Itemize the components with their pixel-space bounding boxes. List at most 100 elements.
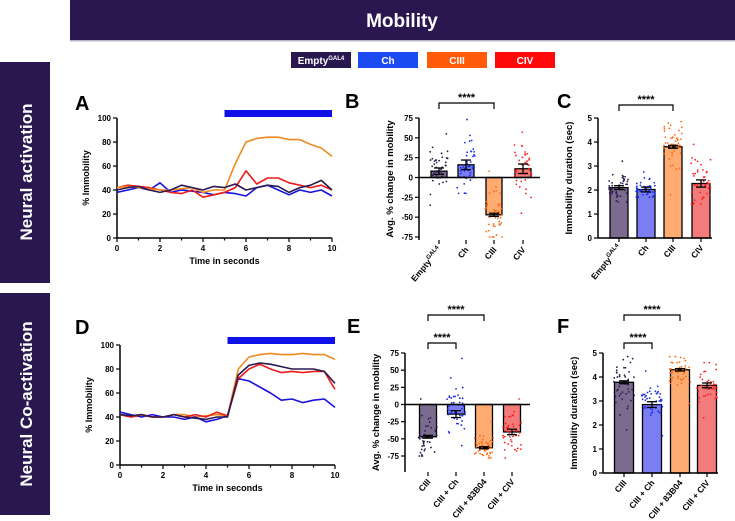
data-point xyxy=(487,223,490,226)
data-point xyxy=(500,214,503,217)
data-point xyxy=(419,451,422,454)
data-point xyxy=(698,396,701,399)
data-point xyxy=(497,210,500,213)
data-point xyxy=(515,450,518,452)
data-point xyxy=(495,186,497,188)
data-point xyxy=(473,441,476,444)
data-point xyxy=(715,396,718,398)
data-point xyxy=(617,201,620,203)
data-point xyxy=(623,366,625,369)
data-point xyxy=(446,150,449,153)
data-point xyxy=(485,200,488,203)
data-point xyxy=(668,355,671,358)
data-point xyxy=(715,368,718,371)
data-point xyxy=(430,426,433,429)
data-point xyxy=(512,435,514,438)
data-point xyxy=(521,145,524,147)
data-point xyxy=(682,372,685,375)
panel-label: D xyxy=(75,317,89,339)
data-point xyxy=(659,392,662,395)
data-point xyxy=(458,401,461,404)
data-point xyxy=(648,390,651,393)
data-point xyxy=(609,195,612,198)
data-point xyxy=(487,229,490,232)
data-point xyxy=(677,375,679,378)
data-point xyxy=(611,192,613,195)
data-point xyxy=(708,182,711,185)
data-point xyxy=(461,386,464,389)
x-tick-label: 10 xyxy=(328,244,337,253)
data-point xyxy=(490,420,493,423)
data-point xyxy=(677,371,680,374)
data-point xyxy=(674,140,677,143)
panel-label: C xyxy=(557,91,571,113)
x-tick-label: 4 xyxy=(204,471,209,480)
y-tick-label: 100 xyxy=(101,341,115,350)
data-point xyxy=(478,442,481,445)
data-point xyxy=(469,171,472,174)
data-point xyxy=(480,440,483,443)
data-point xyxy=(487,457,490,459)
data-point xyxy=(421,445,424,448)
data-point xyxy=(676,138,679,141)
data-point xyxy=(516,168,518,171)
data-point xyxy=(512,425,515,428)
data-point xyxy=(659,403,662,406)
x-tick-label: CIII xyxy=(661,243,677,260)
banner-title: Mobility xyxy=(366,11,438,32)
data-point xyxy=(674,355,677,358)
data-point xyxy=(431,146,434,149)
data-point xyxy=(524,154,527,156)
data-point xyxy=(636,189,639,191)
data-point xyxy=(450,397,453,399)
data-point xyxy=(419,435,422,438)
panel-a: A 0 20 40 60 80 100 0 2 4 6 8 10 Time in seconds % Imm… xyxy=(75,93,337,266)
data-point xyxy=(668,380,671,383)
data-point xyxy=(624,375,627,378)
data-point xyxy=(500,208,503,210)
data-point xyxy=(645,193,648,196)
data-point xyxy=(515,183,518,186)
data-point xyxy=(464,411,466,414)
data-point xyxy=(448,405,450,408)
data-point xyxy=(429,416,432,419)
data-point xyxy=(517,434,520,437)
y-tick-label: 3 xyxy=(593,397,598,406)
data-point xyxy=(663,147,665,150)
data-point xyxy=(615,371,618,374)
data-point xyxy=(619,392,622,395)
significance-bracket xyxy=(623,314,681,321)
data-point xyxy=(670,378,673,381)
data-point xyxy=(660,399,663,401)
x-tick-label: CIV xyxy=(689,243,706,261)
x-tick-label: 2 xyxy=(158,244,163,253)
data-point xyxy=(643,393,646,396)
data-point xyxy=(477,449,480,452)
data-point xyxy=(651,408,654,411)
data-point xyxy=(473,153,475,156)
data-point xyxy=(499,192,502,195)
significance-label: **** xyxy=(643,304,661,316)
data-point xyxy=(663,144,665,147)
y-tick-label: 25 xyxy=(390,383,399,392)
data-point xyxy=(440,168,442,171)
data-point xyxy=(699,376,702,379)
data-point xyxy=(706,380,709,383)
x-tick-label: 0 xyxy=(115,244,120,253)
data-point xyxy=(684,375,687,378)
y-tick-label: 40 xyxy=(102,186,111,195)
data-point xyxy=(516,447,519,450)
data-point xyxy=(678,144,681,147)
data-point xyxy=(423,440,425,443)
data-point xyxy=(627,388,629,390)
y-tick-label: 100 xyxy=(98,114,112,123)
data-point xyxy=(704,394,707,397)
data-point xyxy=(427,417,430,420)
data-point xyxy=(635,182,638,185)
data-point xyxy=(706,181,709,184)
data-point xyxy=(675,168,678,171)
data-point xyxy=(515,179,518,182)
data-point xyxy=(663,127,666,130)
data-point xyxy=(530,173,533,175)
